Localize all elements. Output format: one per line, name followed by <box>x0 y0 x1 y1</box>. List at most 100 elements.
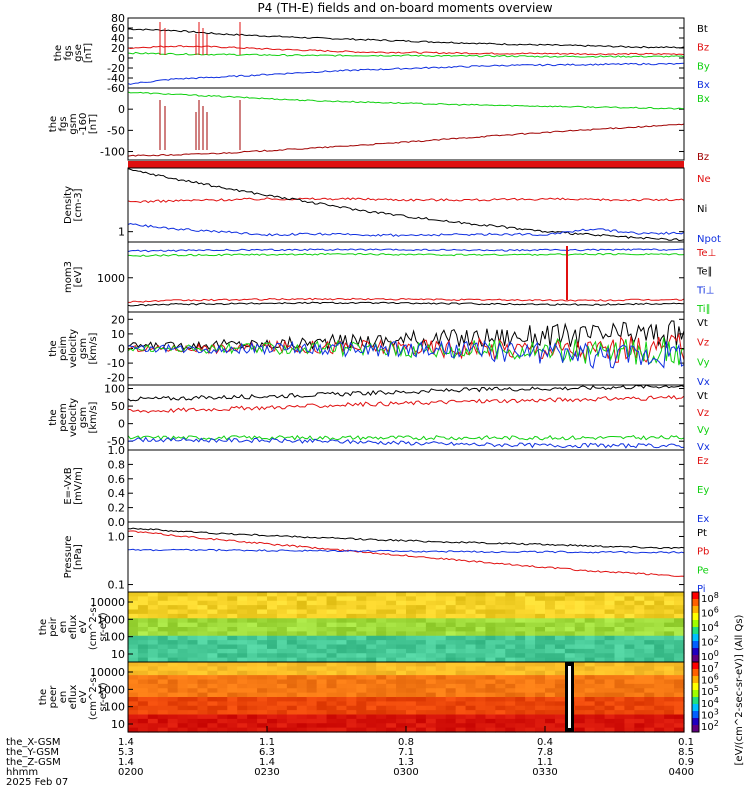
heatmap-cell <box>187 600 199 606</box>
heatmap-cell <box>386 666 397 672</box>
legend-Pb: Pb <box>697 547 709 558</box>
heatmap-cell <box>554 648 566 654</box>
heatmap-cell <box>406 688 417 694</box>
heatmap-cell <box>257 710 268 716</box>
heatmap-cell <box>406 648 417 654</box>
heatmap-cell <box>604 600 616 606</box>
heatmap-cell <box>187 592 199 597</box>
heatmap-cell <box>366 679 377 685</box>
legend-Ti⊥: Ti⊥ <box>696 285 714 296</box>
heatmap-cell <box>485 683 496 689</box>
heatmap-cell <box>207 692 218 698</box>
y-axis-label-line: eV <box>78 620 89 633</box>
heatmap-cell <box>455 697 467 702</box>
heatmap-cell <box>257 631 268 637</box>
heatmap-cell <box>356 688 367 694</box>
heatmap-cell <box>515 596 526 602</box>
heatmap-cell <box>574 670 586 676</box>
heatmap-cell <box>396 666 407 672</box>
heatmap-cell <box>187 627 199 632</box>
heatmap-cell <box>425 605 437 611</box>
heatmap-cell <box>465 653 477 659</box>
heatmap-cell <box>147 723 159 729</box>
heatmap-cell <box>455 670 467 676</box>
heatmap-cell <box>137 692 149 698</box>
heatmap-cell <box>217 723 228 729</box>
heatmap-cell <box>664 592 675 597</box>
heatmap-cell <box>227 675 238 681</box>
heatmap-cell <box>455 592 467 597</box>
heatmap-cell <box>326 640 338 646</box>
y-axis-label-line: the <box>53 45 64 61</box>
heatmap-cell <box>197 631 209 637</box>
ephemeris-value: 8.5 <box>678 747 694 758</box>
heatmap-cell <box>296 705 308 711</box>
heatmap-cell <box>415 635 427 641</box>
panel-peim: thepeimvelocitygsm[km/s]20100-10-20VtVzV… <box>48 311 710 388</box>
heatmap-cell <box>187 688 199 694</box>
heatmap-cell <box>267 705 278 711</box>
heatmap-cell <box>624 618 635 624</box>
heatmap-cell <box>336 697 348 702</box>
heatmap-cell <box>664 605 675 611</box>
heatmap-cell <box>654 714 665 720</box>
heatmap-cell <box>535 592 546 597</box>
heatmap-cell <box>147 631 159 637</box>
heatmap-cell <box>207 613 218 619</box>
heatmap-cell <box>286 710 298 716</box>
heatmap-cell <box>376 679 387 685</box>
heatmap-cell <box>247 618 258 624</box>
heatmap-cell <box>505 692 516 698</box>
heatmap-cell <box>584 644 596 650</box>
heatmap-cell <box>396 657 407 663</box>
heatmap-cell <box>554 627 566 632</box>
heatmap-cell <box>128 635 139 641</box>
heatmap-cell <box>366 666 377 672</box>
heatmap-cell <box>257 635 268 641</box>
heatmap-cell <box>505 644 516 650</box>
heatmap-cell <box>415 605 427 611</box>
heatmap-cell <box>674 618 685 624</box>
colorbar-swatch <box>692 613 699 621</box>
heatmap-cell <box>535 697 546 702</box>
heatmap-cell <box>128 701 139 707</box>
heatmap-cell <box>247 640 258 646</box>
heatmap-cell <box>316 635 328 641</box>
heatmap-cell <box>654 631 665 637</box>
heatmap-cell <box>376 600 387 606</box>
heatmap-cell <box>276 653 288 659</box>
heatmap-cell <box>425 675 437 681</box>
heatmap-cell <box>406 613 417 619</box>
heatmap-cell <box>574 618 586 624</box>
heatmap-cell <box>128 596 139 602</box>
heatmap-cell <box>257 662 268 667</box>
heatmap-cell <box>137 640 149 646</box>
heatmap-cell <box>187 705 199 711</box>
heatmap-cell <box>376 718 387 724</box>
heatmap-cell <box>207 653 218 659</box>
heatmap-cell <box>654 662 665 667</box>
heatmap-cell <box>167 644 179 650</box>
heatmap-cell <box>624 600 635 606</box>
heatmap-cell <box>247 714 258 720</box>
heatmap-cell <box>296 666 308 672</box>
heatmap-cell <box>157 627 169 632</box>
heatmap-cell <box>554 662 566 667</box>
colorbar-swatch <box>692 599 699 607</box>
heatmap-cell <box>634 644 645 650</box>
heatmap-cell <box>147 679 159 685</box>
heatmap-cell <box>455 635 467 641</box>
heatmap-cell <box>306 692 318 698</box>
y-axis-label-line: the <box>38 689 49 705</box>
heatmap-cell <box>435 640 447 646</box>
heatmap-cell <box>157 670 169 676</box>
y-tick-label: 0.0 <box>108 516 126 529</box>
heatmap-cell <box>296 718 308 724</box>
heatmap-cell <box>167 592 179 597</box>
heatmap-cell <box>545 727 556 733</box>
heatmap-cell <box>137 666 149 672</box>
heatmap-cell <box>485 631 496 637</box>
heatmap-cell <box>267 714 278 720</box>
heatmap-cell <box>306 600 318 606</box>
y-tick-label: 10 <box>111 328 125 341</box>
